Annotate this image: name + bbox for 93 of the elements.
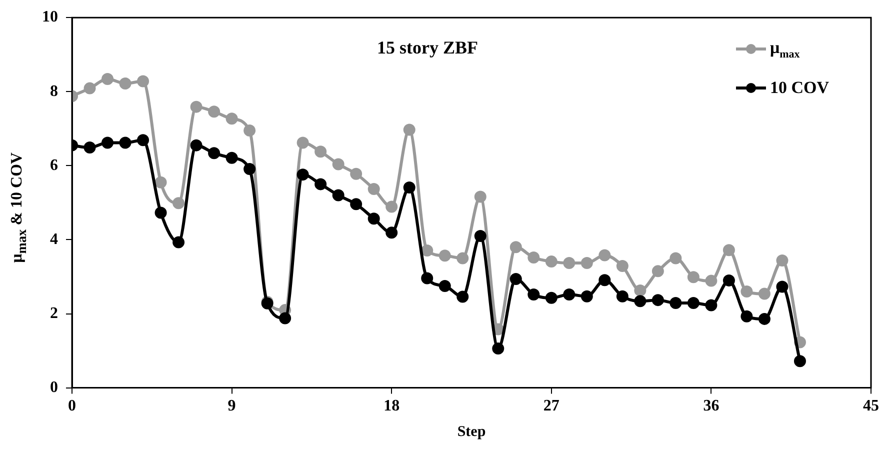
point [598, 274, 611, 286]
point [670, 252, 682, 264]
point [386, 200, 398, 213]
y-tick-label: 8 [50, 82, 58, 100]
point [172, 236, 185, 248]
point [119, 77, 132, 90]
point [670, 297, 682, 310]
point [528, 251, 540, 264]
point [722, 274, 735, 286]
point [474, 230, 486, 242]
point [368, 212, 380, 225]
point [580, 257, 593, 270]
x-axis-title: Step [457, 424, 486, 440]
point [705, 274, 718, 287]
point [386, 226, 398, 239]
point [687, 297, 700, 310]
x-tick-label: 9 [228, 398, 236, 415]
point [794, 355, 806, 368]
point [634, 295, 646, 308]
point [776, 280, 788, 293]
x-tick-label: 0 [68, 398, 76, 415]
point [154, 176, 167, 188]
point [137, 134, 150, 146]
point [438, 280, 451, 292]
point [545, 292, 558, 304]
point [332, 158, 344, 170]
y-tick-label: 2 [50, 304, 58, 322]
point [421, 272, 434, 284]
point [350, 168, 362, 180]
legend-label: 10 COV [770, 78, 830, 98]
point [403, 124, 416, 136]
point [296, 168, 309, 181]
point [598, 249, 611, 262]
y-tick-label: 10 [42, 8, 58, 26]
point [190, 100, 202, 113]
point [456, 252, 469, 264]
point [314, 146, 327, 158]
x-tick-label: 27 [543, 398, 560, 415]
point [208, 106, 220, 118]
point [758, 288, 770, 300]
point [350, 198, 362, 210]
point [421, 244, 434, 256]
point [563, 257, 576, 270]
point [84, 82, 96, 94]
point [456, 290, 469, 303]
point [172, 197, 185, 210]
point [652, 294, 664, 306]
point [244, 163, 256, 176]
y-tick-label: 4 [50, 230, 58, 248]
point [84, 142, 96, 154]
point [102, 73, 114, 86]
point [190, 139, 202, 152]
point [740, 286, 753, 298]
point [705, 299, 718, 312]
point [474, 190, 486, 203]
point [545, 256, 558, 268]
point [154, 206, 167, 219]
point [296, 136, 309, 149]
point [208, 147, 220, 160]
point [403, 182, 416, 194]
point [510, 272, 522, 285]
point [510, 241, 522, 254]
point [776, 254, 788, 266]
point [226, 152, 238, 164]
point [758, 312, 770, 325]
point [314, 178, 327, 190]
point [722, 244, 735, 256]
text: 15 story ZBF [377, 37, 478, 58]
point [492, 342, 504, 355]
point [279, 312, 292, 324]
point [226, 112, 238, 125]
point [332, 189, 344, 202]
point [137, 75, 150, 88]
x-tick-label: 45 [863, 398, 879, 415]
x-tick-label: 36 [703, 398, 720, 415]
point [616, 290, 628, 302]
point [528, 288, 540, 301]
point [119, 136, 132, 149]
point [740, 310, 753, 322]
point [616, 260, 628, 272]
point [563, 288, 576, 301]
point [368, 183, 380, 196]
point [634, 284, 646, 296]
point [580, 290, 593, 302]
y-tick-label: 6 [50, 156, 58, 174]
point [438, 250, 451, 262]
x-tick-label: 18 [384, 398, 400, 415]
point [244, 124, 256, 137]
point [652, 265, 664, 278]
legend-label: μ$_{max}$ [770, 38, 800, 60]
point [102, 136, 114, 149]
point [687, 271, 700, 284]
y-tick-label: 0 [50, 378, 58, 396]
